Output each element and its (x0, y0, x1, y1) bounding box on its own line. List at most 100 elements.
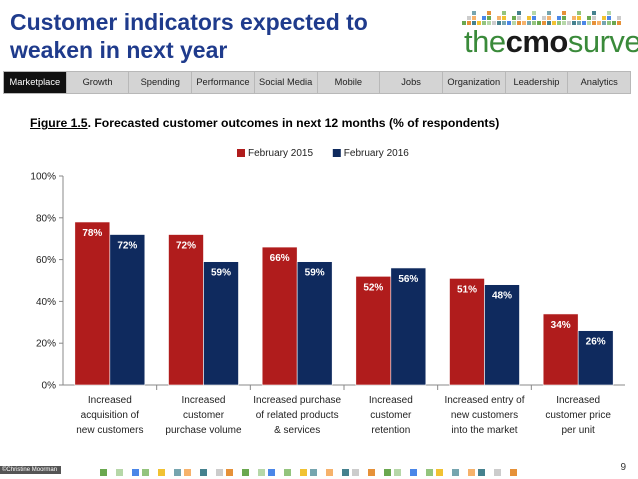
footer-dot (142, 469, 149, 476)
footer-dot (394, 469, 401, 476)
nav-tab-jobs[interactable]: Jobs (380, 72, 443, 93)
logo-dot (557, 21, 561, 25)
legend-label-1: February 2016 (344, 148, 409, 159)
footer-dot (116, 469, 123, 476)
x-category-label: new customers (451, 410, 518, 421)
x-category-label: customer (370, 410, 412, 421)
figure-caption-text: . Forecasted customer outcomes in next 1… (87, 116, 500, 130)
logo-dot (497, 16, 501, 20)
bar-value-label: 59% (305, 268, 325, 279)
logo-dot (512, 16, 516, 20)
x-category-label: purchase volume (165, 425, 242, 436)
x-category-label: & services (274, 425, 320, 436)
nav-tab-analytics[interactable]: Analytics (580, 77, 618, 87)
logo-dot (582, 21, 586, 25)
nav-bar: Marketplace Growth Spending Performance … (3, 71, 631, 94)
footer-dot (268, 469, 275, 476)
x-category-label: acquisition of (81, 410, 140, 421)
logo-dot (602, 21, 606, 25)
logo-dot (472, 11, 476, 15)
logo-dot (497, 21, 501, 25)
bar-value-label: 52% (363, 282, 383, 293)
bar-value-label: 72% (176, 241, 196, 252)
logo-dot (487, 21, 491, 25)
logo-dot (517, 21, 521, 25)
bar-0-2 (261, 246, 298, 386)
bar-0-0 (74, 221, 111, 386)
footer-dot (384, 469, 391, 476)
logo-dot (532, 11, 536, 15)
logo-the: the (464, 24, 506, 59)
y-tick-label: 20% (36, 339, 56, 350)
nav-tab-marketplace[interactable]: Marketplace (4, 72, 67, 93)
copyright-credit: ©Christine Moorman (0, 466, 62, 474)
footer-dot (132, 469, 139, 476)
nav-tab-spending[interactable]: Spending (129, 72, 193, 93)
footer-dot (410, 469, 417, 476)
bar-0-1 (168, 234, 204, 386)
logo-dot (562, 21, 566, 25)
bar-value-label: 51% (457, 284, 477, 295)
logo-dot-pattern (462, 11, 621, 25)
footer-dot (300, 469, 307, 476)
logo-dot (507, 21, 511, 25)
logo-dot (502, 21, 506, 25)
title-line-1: Customer indicators expected to (10, 9, 368, 35)
x-category-label: into the market (451, 425, 517, 436)
logo-dot (547, 16, 551, 20)
footer-dot (368, 469, 375, 476)
logo-dot (472, 21, 476, 25)
logo-dot (617, 16, 621, 20)
logo-dot (487, 11, 491, 15)
y-tick-label: 0% (42, 381, 57, 392)
nav-tab-growth[interactable]: Growth (67, 72, 130, 93)
footer-dot (468, 469, 475, 476)
nav-tab-organization[interactable]: Organization (443, 72, 506, 93)
bar-value-label: 26% (586, 337, 606, 348)
x-category-label: Increased (369, 395, 413, 406)
x-category-label: Increased (182, 395, 226, 406)
logo-wordmark: thecmosurvey (464, 24, 638, 60)
footer-dot-pattern (100, 469, 517, 476)
y-tick-label: 60% (36, 255, 56, 266)
logo-dot (532, 21, 536, 25)
logo-dot (542, 16, 546, 20)
x-category-label: of related products (256, 410, 339, 421)
x-category-label: customer price (545, 410, 611, 421)
footer-dot (216, 469, 223, 476)
nav-tab-social-media[interactable]: Social Media (255, 72, 318, 93)
x-category-label: retention (371, 425, 410, 436)
nav-tab-performance[interactable]: Performance (192, 72, 255, 93)
footer-dot (436, 469, 443, 476)
nav-tab-leadership[interactable]: Leadership (506, 72, 569, 93)
bar-1-0 (109, 234, 146, 386)
nav-tab-mobile[interactable]: Mobile (318, 72, 381, 93)
title-line-2: weaken in next year (10, 37, 228, 63)
bar-1-4 (484, 284, 520, 386)
footer-dot (326, 469, 333, 476)
logo-dot (562, 11, 566, 15)
bar-1-3 (390, 267, 427, 386)
bar-1-5 (577, 330, 614, 386)
footer-dot (200, 469, 207, 476)
logo-cmo: cmo (505, 24, 569, 59)
footer-dot (158, 469, 165, 476)
footer-dot (184, 469, 191, 476)
footer-dot (510, 469, 517, 476)
logo-dot (617, 21, 621, 25)
bar-value-label: 56% (398, 274, 418, 285)
legend-swatch-1 (332, 149, 341, 157)
footer-dot (352, 469, 359, 476)
logo-dot (522, 21, 526, 25)
footer-dot (174, 469, 181, 476)
logo-dot (492, 21, 496, 25)
logo-dot (487, 16, 491, 20)
logo-dot (607, 11, 611, 15)
logo-dot (612, 21, 616, 25)
bar-value-label: 72% (117, 241, 137, 252)
footer-dot (226, 469, 233, 476)
logo-dot (577, 16, 581, 20)
logo-dot (537, 21, 541, 25)
y-tick-label: 80% (36, 213, 56, 224)
logo-dot (557, 16, 561, 20)
